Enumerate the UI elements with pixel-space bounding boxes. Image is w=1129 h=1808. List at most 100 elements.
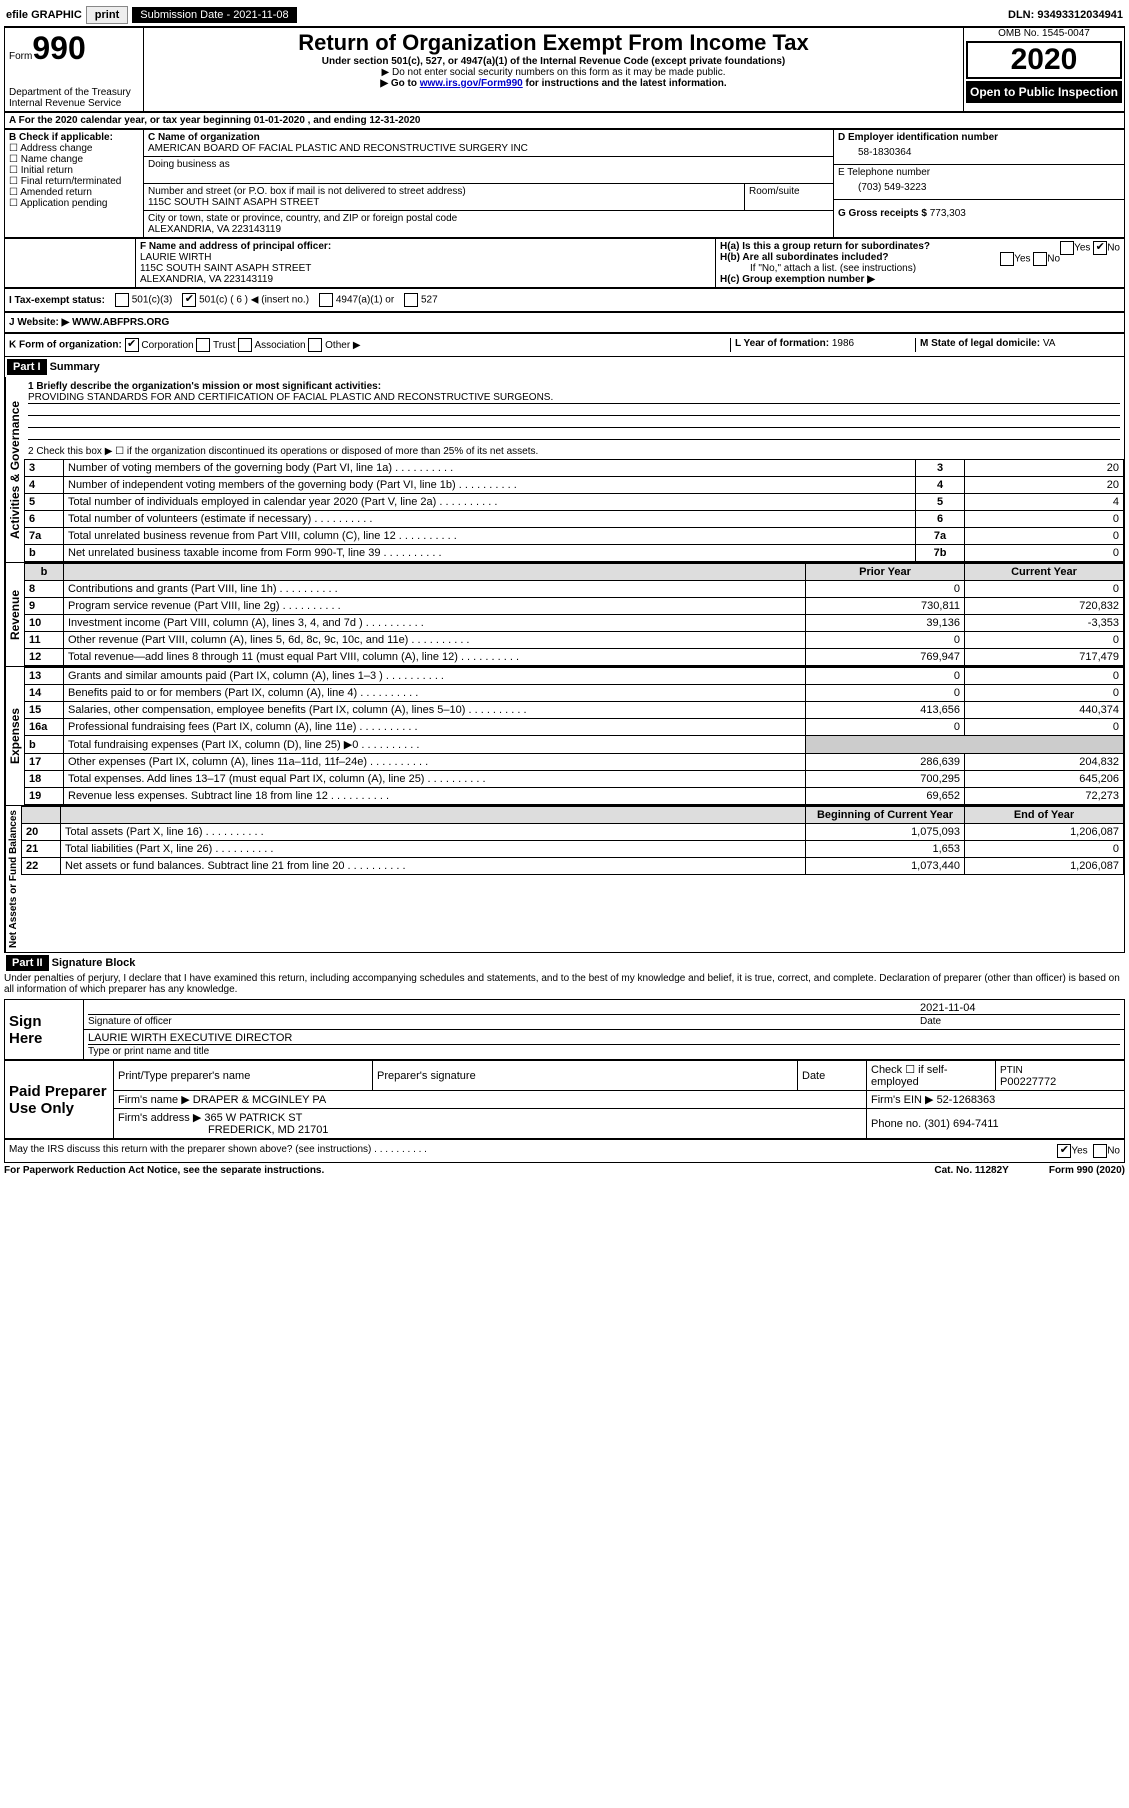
chk-other[interactable]: Other ▶ bbox=[308, 340, 360, 351]
sign-here: Sign Here bbox=[5, 1000, 84, 1060]
table-row: 9Program service revenue (Part VIII, lin… bbox=[25, 598, 1124, 615]
dln: DLN: 93493312034941 bbox=[1008, 9, 1123, 21]
q2: 2 Check this box ▶ ☐ if the organization… bbox=[24, 444, 1124, 459]
open-public: Open to Public Inspection bbox=[966, 81, 1122, 103]
part2-hdr: Part II bbox=[6, 955, 49, 971]
form-title: Return of Organization Exempt From Incom… bbox=[152, 30, 955, 56]
prep-phone: (301) 694-7411 bbox=[924, 1118, 998, 1130]
table-row: 5Total number of individuals employed in… bbox=[25, 494, 1124, 511]
sig-name: LAURIE WIRTH EXECUTIVE DIRECTOR bbox=[88, 1032, 1120, 1045]
table-row: 17Other expenses (Part IX, column (A), l… bbox=[25, 754, 1124, 771]
sig-officer-label: Signature of officer bbox=[88, 1016, 172, 1027]
vlab-exp: Expenses bbox=[5, 667, 24, 805]
col-end: End of Year bbox=[965, 807, 1124, 824]
prep-date-label: Date bbox=[798, 1061, 867, 1091]
discuss-no[interactable]: No bbox=[1093, 1144, 1120, 1158]
firm-addr2: FREDERICK, MD 21701 bbox=[118, 1124, 328, 1136]
firm-ein: 52-1268363 bbox=[937, 1094, 996, 1106]
check-self: Check ☐ if self-employed bbox=[867, 1061, 996, 1091]
omb-number: OMB No. 1545-0047 bbox=[964, 28, 1124, 39]
phone: (703) 549-3223 bbox=[838, 178, 1120, 197]
chk-trust[interactable]: Trust bbox=[196, 340, 235, 351]
firm-ein-label: Firm's EIN ▶ bbox=[871, 1094, 934, 1106]
chk-pending[interactable]: ☐ Application pending bbox=[9, 198, 139, 209]
table-row: 18Total expenses. Add lines 13–17 (must … bbox=[25, 771, 1124, 788]
chk-address[interactable]: ☐ Address change bbox=[9, 143, 139, 154]
website-row: J Website: ▶ WWW.ABFPRS.ORG bbox=[4, 312, 1125, 333]
table-row: 8Contributions and grants (Part VIII, li… bbox=[25, 581, 1124, 598]
sig-date-label: Date bbox=[920, 1016, 941, 1027]
prep-phone-label: Phone no. bbox=[871, 1118, 924, 1130]
gross-label: G Gross receipts $ bbox=[838, 208, 930, 219]
chk-527[interactable]: 527 bbox=[404, 293, 437, 307]
table-row: 6Total number of volunteers (estimate if… bbox=[25, 511, 1124, 528]
h-b: H(b) Are all subordinates included? Yes … bbox=[720, 252, 1120, 263]
q1-val: PROVIDING STANDARDS FOR AND CERTIFICATIO… bbox=[28, 392, 1120, 404]
chk-501c3[interactable]: 501(c)(3) bbox=[115, 293, 172, 307]
part1-hdr: Part I bbox=[7, 359, 47, 375]
print-button[interactable]: print bbox=[86, 6, 128, 24]
firm-addr1: 365 W PATRICK ST bbox=[204, 1112, 302, 1124]
prep-sig-label: Preparer's signature bbox=[373, 1061, 798, 1091]
boxI-label: I Tax-exempt status: bbox=[9, 295, 105, 306]
prep-name-label: Print/Type preparer's name bbox=[114, 1061, 373, 1091]
tax-year: 2020 bbox=[966, 41, 1122, 79]
gov-table: 3Number of voting members of the governi… bbox=[24, 459, 1124, 562]
addr: 115C SOUTH SAINT ASAPH STREET bbox=[148, 197, 740, 208]
form-header: Form990 Department of the Treasury Inter… bbox=[4, 27, 1125, 112]
cat-no: Cat. No. 11282Y bbox=[934, 1165, 1008, 1176]
chk-501c[interactable]: 501(c) ( 6 ) ◀ (insert no.) bbox=[182, 293, 309, 307]
part2: Part II Signature Block Under penalties … bbox=[4, 953, 1125, 1163]
table-row: 22Net assets or fund balances. Subtract … bbox=[22, 858, 1124, 875]
footer: For Paperwork Reduction Act Notice, see … bbox=[4, 1163, 1125, 1178]
sign-table: Sign Here Signature of officer 2021-11-0… bbox=[4, 999, 1125, 1060]
pra: For Paperwork Reduction Act Notice, see … bbox=[4, 1165, 324, 1176]
table-row: 3Number of voting members of the governi… bbox=[25, 460, 1124, 477]
chk-initial[interactable]: ☐ Initial return bbox=[9, 165, 139, 176]
officer-addr1: 115C SOUTH SAINT ASAPH STREET bbox=[140, 263, 711, 274]
discuss-yes[interactable]: Yes bbox=[1057, 1144, 1087, 1158]
table-row: 15Salaries, other compensation, employee… bbox=[25, 702, 1124, 719]
sig-date: 2021-11-04 bbox=[920, 1002, 1120, 1015]
chk-corp[interactable]: Corporation bbox=[125, 340, 194, 351]
discuss-row: May the IRS discuss this return with the… bbox=[4, 1139, 1125, 1163]
paid-label: Paid Preparer Use Only bbox=[5, 1061, 114, 1139]
chk-amended[interactable]: ☐ Amended return bbox=[9, 187, 139, 198]
preparer-table: Paid Preparer Use Only Print/Type prepar… bbox=[4, 1060, 1125, 1139]
q1-label: 1 Briefly describe the organization's mi… bbox=[28, 381, 1120, 392]
form-footer: Form 990 (2020) bbox=[1049, 1165, 1125, 1176]
part1: Part I Summary Activities & Governance 1… bbox=[4, 357, 1125, 953]
org-info-block: B Check if applicable: ☐ Address change … bbox=[4, 129, 1125, 238]
declaration: Under penalties of perjury, I declare th… bbox=[4, 973, 1125, 995]
chk-final[interactable]: ☐ Final return/terminated bbox=[9, 176, 139, 187]
city-label: City or town, state or province, country… bbox=[148, 213, 829, 224]
form-subtitle: Under section 501(c), 527, or 4947(a)(1)… bbox=[152, 56, 955, 67]
vlab-rev: Revenue bbox=[5, 563, 24, 666]
form-number: 990 bbox=[32, 30, 85, 66]
net-table: Beginning of Current YearEnd of Year 20T… bbox=[21, 806, 1124, 875]
exp-table: 13Grants and similar amounts paid (Part … bbox=[24, 667, 1124, 805]
rev-table: bPrior YearCurrent Year 8Contributions a… bbox=[24, 563, 1124, 666]
chk-4947[interactable]: 4947(a)(1) or bbox=[319, 293, 394, 307]
state-domicile: M State of legal domicile: VA bbox=[915, 338, 1120, 352]
phone-label: E Telephone number bbox=[838, 167, 1120, 178]
table-row: 11Other revenue (Part VIII, column (A), … bbox=[25, 632, 1124, 649]
addr-label: Number and street (or P.O. box if mail i… bbox=[148, 186, 740, 197]
top-bar: efile GRAPHIC print Submission Date - 20… bbox=[4, 4, 1125, 27]
chk-name[interactable]: ☐ Name change bbox=[9, 154, 139, 165]
chk-assoc[interactable]: Association bbox=[238, 340, 305, 351]
table-row: 21Total liabilities (Part X, line 26)1,6… bbox=[22, 841, 1124, 858]
ein: 58-1830364 bbox=[838, 143, 1120, 162]
form-prefix: Form bbox=[9, 51, 32, 62]
table-row: 7aTotal unrelated business revenue from … bbox=[25, 528, 1124, 545]
sig-name-label: Type or print name and title bbox=[88, 1046, 209, 1057]
firm-addr-label: Firm's address ▶ bbox=[118, 1112, 201, 1124]
col-prior: Prior Year bbox=[806, 564, 965, 581]
col-beg: Beginning of Current Year bbox=[806, 807, 965, 824]
vlab-net: Net Assets or Fund Balances bbox=[5, 806, 21, 952]
part1-title: Summary bbox=[50, 361, 100, 373]
irs-link[interactable]: www.irs.gov/Form990 bbox=[420, 78, 523, 89]
tax-exempt-row: I Tax-exempt status: 501(c)(3) 501(c) ( … bbox=[4, 288, 1125, 312]
dba-label: Doing business as bbox=[148, 159, 829, 170]
table-row: 14Benefits paid to or for members (Part … bbox=[25, 685, 1124, 702]
